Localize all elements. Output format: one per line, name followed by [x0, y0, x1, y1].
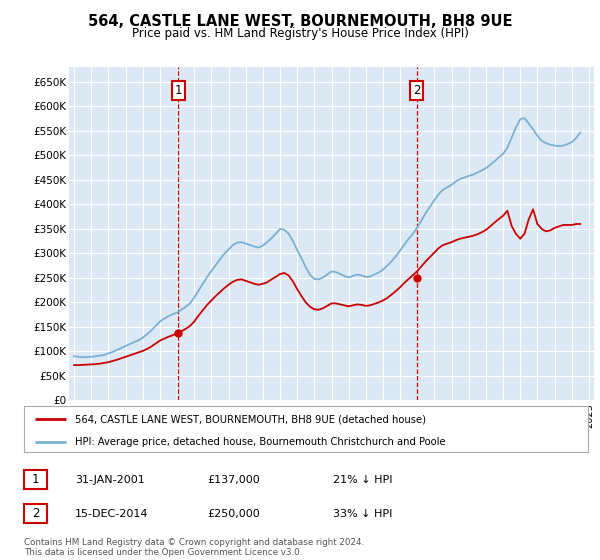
Text: £250,000: £250,000 [207, 508, 260, 519]
Text: 31-JAN-2001: 31-JAN-2001 [75, 475, 145, 485]
Text: 33% ↓ HPI: 33% ↓ HPI [333, 508, 392, 519]
Text: 2: 2 [32, 507, 39, 520]
Text: 2: 2 [413, 84, 421, 97]
Text: 564, CASTLE LANE WEST, BOURNEMOUTH, BH8 9UE: 564, CASTLE LANE WEST, BOURNEMOUTH, BH8 … [88, 14, 512, 29]
Text: 1: 1 [175, 84, 182, 97]
Text: HPI: Average price, detached house, Bournemouth Christchurch and Poole: HPI: Average price, detached house, Bour… [75, 437, 445, 447]
Text: 564, CASTLE LANE WEST, BOURNEMOUTH, BH8 9UE (detached house): 564, CASTLE LANE WEST, BOURNEMOUTH, BH8 … [75, 414, 426, 424]
Text: £137,000: £137,000 [207, 475, 260, 485]
Text: Contains HM Land Registry data © Crown copyright and database right 2024.
This d: Contains HM Land Registry data © Crown c… [24, 538, 364, 557]
Text: Price paid vs. HM Land Registry's House Price Index (HPI): Price paid vs. HM Land Registry's House … [131, 27, 469, 40]
Text: 15-DEC-2014: 15-DEC-2014 [75, 508, 149, 519]
Text: 21% ↓ HPI: 21% ↓ HPI [333, 475, 392, 485]
Text: 1: 1 [32, 473, 39, 487]
